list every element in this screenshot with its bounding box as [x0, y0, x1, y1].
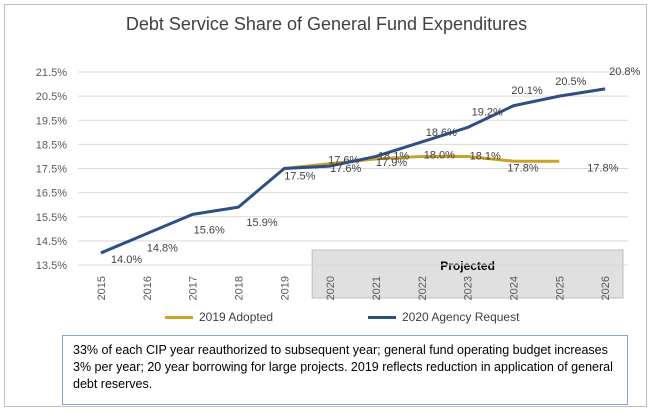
y-tick-label: 14.5% [36, 236, 67, 248]
x-tick-label: 2017 [188, 276, 200, 300]
x-tick-label: 2024 [508, 276, 520, 300]
projected-region [311, 249, 624, 299]
x-tick-label: 2022 [417, 276, 429, 300]
y-tick-label: 13.5% [36, 260, 67, 272]
data-label: 20.1% [511, 85, 542, 97]
x-tick-label: 2023 [463, 276, 475, 300]
y-tick-label: 20.5% [36, 91, 67, 103]
x-tick-label: 2016 [142, 276, 154, 300]
assumptions-note: 33% of each CIP year reauthorized to sub… [62, 335, 628, 405]
y-tick-label: 16.5% [36, 188, 67, 200]
y-tick-label: 18.5% [36, 139, 67, 151]
x-tick-label: 2026 [600, 276, 612, 300]
data-label: 17.6% [330, 163, 361, 175]
data-label: 18.6% [426, 127, 457, 139]
data-label: 19.2% [472, 106, 503, 118]
y-tick-label: 17.5% [36, 164, 67, 176]
legend-label-2020-agency-request: 2020 Agency Request [402, 310, 520, 324]
x-tick-label: 2015 [96, 276, 108, 300]
data-label: 17.8% [587, 162, 618, 174]
legend-swatch-2020-agency-request [368, 315, 396, 319]
data-label: 17.9% [376, 157, 407, 169]
chart-title: Debt Service Share of General Fund Expen… [125, 14, 528, 34]
x-tick-label: 2021 [371, 276, 383, 300]
y-tick-label: 19.5% [36, 115, 67, 127]
legend-item-2019-adopted: 2019 Adopted [165, 310, 273, 324]
data-label: 20.8% [609, 66, 640, 78]
projected-label: Projected [440, 259, 495, 273]
x-tick-label: 2019 [279, 276, 291, 300]
data-label: 18.0% [424, 149, 455, 161]
data-label: 17.8% [507, 162, 538, 174]
legend: 2019 Adopted 2020 Agency Request [0, 310, 653, 328]
legend-label-2019-adopted: 2019 Adopted [199, 310, 274, 324]
y-tick-label: 21.5% [36, 67, 67, 79]
data-label: 14.8% [147, 243, 178, 255]
data-label: 18.1% [378, 150, 409, 162]
data-label: 17.5% [284, 171, 315, 183]
data-label: 15.9% [246, 217, 277, 229]
y-tick-label: 15.5% [36, 212, 67, 224]
legend-item-2020-agency-request: 2020 Agency Request [368, 310, 519, 324]
x-tick-label: 2025 [554, 276, 566, 300]
data-label: 18.1% [470, 150, 501, 162]
x-tick-label: 2020 [325, 276, 337, 300]
legend-swatch-2019-adopted [165, 315, 193, 319]
series-line-2020-agency-request [100, 87, 606, 255]
data-label: 14.0% [111, 254, 142, 266]
x-tick-label: 2018 [233, 276, 245, 300]
data-label: 20.5% [555, 76, 586, 88]
data-label: 15.6% [194, 224, 225, 236]
